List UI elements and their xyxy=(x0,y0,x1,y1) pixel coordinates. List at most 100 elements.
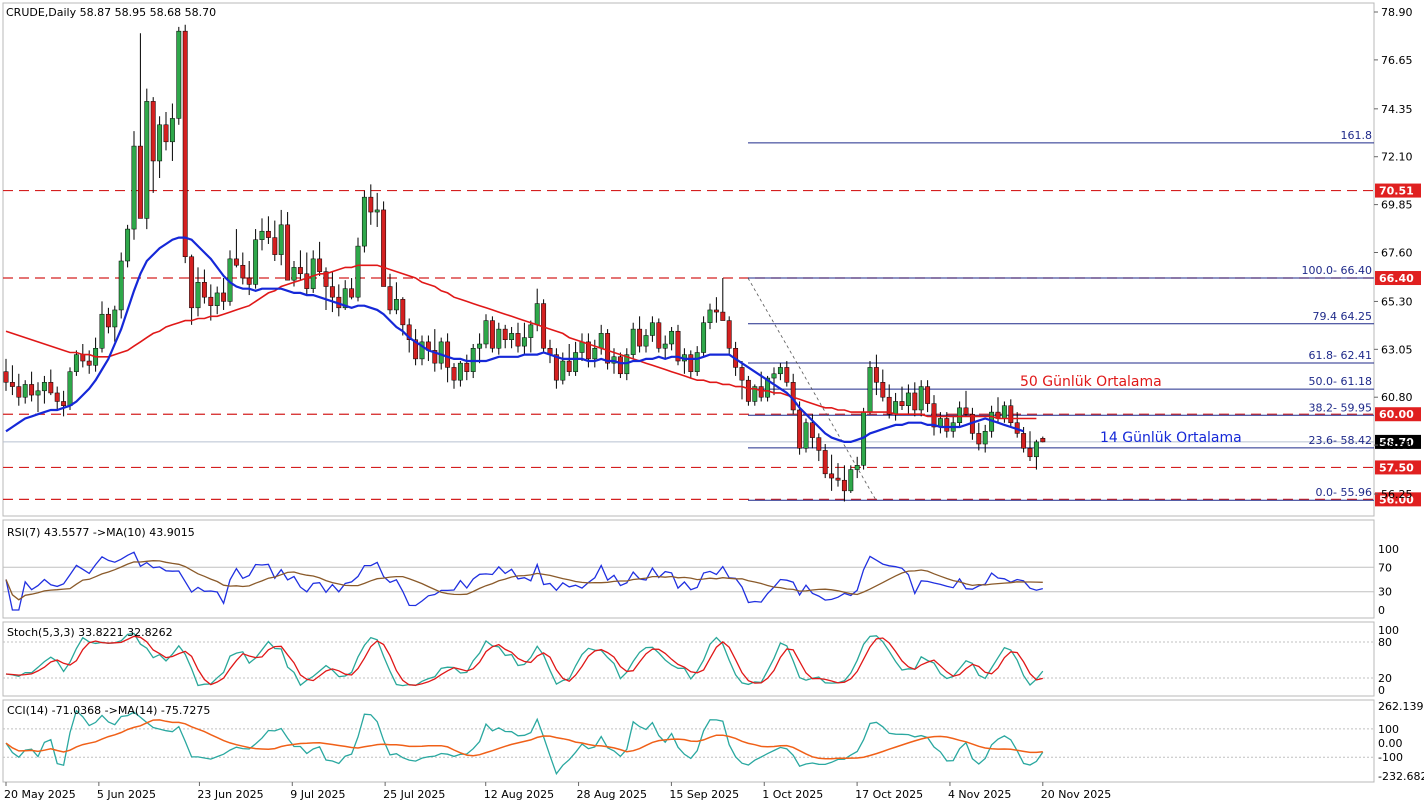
candle-body xyxy=(1033,441,1039,458)
fibonacci-layer: 161.8 100.0- 66.40 79.4 64.25 61.8- 62.41 50… xyxy=(747,129,1374,501)
candle-body xyxy=(886,396,892,415)
level-tag xyxy=(1375,460,1421,475)
cci-pane[interactable] xyxy=(2,699,1375,783)
price-axis-label: 74.35 xyxy=(1381,103,1413,116)
stoch-axis-label: 100 xyxy=(1378,624,1399,637)
candle-body xyxy=(22,384,28,398)
candle-body xyxy=(899,401,905,406)
candle-body xyxy=(643,335,649,347)
candle-body xyxy=(765,377,771,398)
price-axis-label: 58.55 xyxy=(1381,439,1413,452)
candle-body xyxy=(285,224,291,281)
stoch-pane[interactable] xyxy=(2,621,1375,697)
candle-body xyxy=(848,469,854,492)
candle-body xyxy=(381,209,387,287)
candle-body xyxy=(419,341,425,360)
cci-axis-label: 262.139 xyxy=(1378,700,1424,713)
candle-body xyxy=(797,409,803,449)
candle-body xyxy=(9,382,15,387)
candle-body xyxy=(925,386,931,404)
candle-body xyxy=(477,343,483,349)
candle-body xyxy=(67,371,73,406)
candle-body xyxy=(272,237,278,255)
candle-body xyxy=(483,320,489,345)
cci-axis-label: -100 xyxy=(1378,751,1403,764)
candle-body xyxy=(649,322,655,336)
price-pane[interactable] xyxy=(2,2,1375,517)
candle-body xyxy=(214,292,220,306)
candle-body xyxy=(73,354,79,372)
rsi-header: RSI(7) 43.5577 ->MA(10) 43.9015 xyxy=(7,526,195,539)
candle-body xyxy=(265,230,271,238)
candle-body xyxy=(1001,405,1007,419)
price-axis-label: 56.25 xyxy=(1381,488,1413,501)
candle-body xyxy=(592,348,598,360)
rsi-axis-label: 70 xyxy=(1378,561,1392,574)
level-tag-label: 56.00 xyxy=(1379,493,1414,506)
candle-body xyxy=(445,341,451,368)
candle-body xyxy=(310,258,316,289)
date-axis-label: 4 Nov 2025 xyxy=(948,788,1011,801)
candle-body xyxy=(822,450,828,475)
candle-body xyxy=(406,324,412,340)
candle-body xyxy=(304,273,310,289)
rsi-pane[interactable] xyxy=(2,519,1375,619)
date-axis-label: 20 Nov 2025 xyxy=(1041,788,1111,801)
date-axis-label: 28 Aug 2025 xyxy=(577,788,647,801)
last-price-label: 58.70 xyxy=(1379,436,1414,449)
price-axis-label: 69.85 xyxy=(1381,199,1413,212)
candle-body xyxy=(502,328,508,340)
candle-body xyxy=(777,367,783,375)
ma50-line xyxy=(5,264,1037,420)
candle-body xyxy=(317,258,323,272)
candle-body xyxy=(48,382,54,394)
candle-body xyxy=(80,354,86,362)
candle-body xyxy=(54,392,60,402)
candle-body xyxy=(150,101,156,162)
candle-body xyxy=(771,373,777,379)
candle-body xyxy=(566,360,572,372)
cci-axis-label: 100 xyxy=(1378,723,1399,736)
candle-body xyxy=(553,354,559,381)
candle-body xyxy=(573,352,579,372)
candle-body xyxy=(182,30,188,257)
stoch-header: Stoch(5,3,3) 33.8221 32.8262 xyxy=(7,626,173,639)
candle-body xyxy=(438,341,444,364)
candle-body xyxy=(29,384,35,396)
date-axis-label: 5 Jun 2025 xyxy=(97,788,156,801)
level-tag xyxy=(1375,271,1421,286)
candle-body xyxy=(176,30,182,119)
candle-body xyxy=(413,339,419,360)
candle-body xyxy=(841,479,847,492)
candle-body xyxy=(912,392,918,411)
price-axis-label: 65.30 xyxy=(1381,295,1413,308)
candle-body xyxy=(809,422,815,438)
candle-body xyxy=(752,386,758,402)
stoch-axis-label: 0 xyxy=(1378,684,1385,697)
candle-body xyxy=(528,324,534,338)
candle-body xyxy=(189,256,195,309)
stoch-d-line xyxy=(5,635,1043,686)
fib-level-label: 23.6- 58.42 xyxy=(1309,434,1372,447)
moving-averages-layer xyxy=(5,236,1037,443)
ma14-line xyxy=(5,236,1024,443)
candle-body xyxy=(585,341,591,360)
candle-body xyxy=(393,299,399,311)
candles-layer[interactable] xyxy=(3,24,1046,502)
stoch-k-line xyxy=(5,632,1044,687)
candle-body xyxy=(169,118,175,143)
candle-body xyxy=(41,382,47,392)
candle-body xyxy=(784,367,790,383)
candle-body xyxy=(355,245,361,298)
candle-body xyxy=(201,282,207,298)
candle-body xyxy=(137,145,143,219)
candle-body xyxy=(509,333,515,340)
candle-body xyxy=(105,313,111,328)
candle-body xyxy=(342,288,348,309)
levels-layer: 70.51 66.40 60.00 57.50 56.00 58.70 xyxy=(3,183,1421,507)
rsi-ma-line xyxy=(5,560,1043,601)
candle-body xyxy=(432,350,438,364)
